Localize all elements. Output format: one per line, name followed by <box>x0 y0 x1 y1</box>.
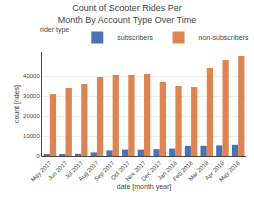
svg-text:Apr 2018: Apr 2018 <box>204 159 226 181</box>
svg-text:0: 0 <box>36 153 40 159</box>
svg-text:Jun 2017: Jun 2017 <box>47 159 69 181</box>
svg-text:10000: 10000 <box>23 133 40 139</box>
svg-text:date [month year]: date [month year] <box>117 183 172 191</box>
svg-text:30000: 30000 <box>23 93 40 99</box>
svg-text:Dec 2017: Dec 2017 <box>140 159 163 182</box>
svg-text:Count of Scooter Rides PerMont: Count of Scooter Rides PerMonth By Accou… <box>58 3 196 25</box>
svg-text:May 2018: May 2018 <box>218 159 241 182</box>
svg-text:40000: 40000 <box>23 73 40 79</box>
svg-text:Aug 2017: Aug 2017 <box>77 159 100 182</box>
svg-text:non-subscribers: non-subscribers <box>199 34 249 41</box>
svg-text:Oct 2017: Oct 2017 <box>110 159 132 181</box>
svg-text:rider type: rider type <box>40 26 69 34</box>
svg-text:subscribers: subscribers <box>117 34 153 41</box>
svg-text:May 2017: May 2017 <box>30 159 53 182</box>
svg-text:Jul 2017: Jul 2017 <box>64 159 85 180</box>
svg-text:Sep 2017: Sep 2017 <box>93 159 116 182</box>
svg-text:Mar 2018: Mar 2018 <box>187 159 210 182</box>
svg-text:count [rides]: count [rides] <box>13 85 21 123</box>
svg-text:Jan 2018: Jan 2018 <box>156 159 178 181</box>
svg-text:20000: 20000 <box>23 113 40 119</box>
svg-text:Nov 2017: Nov 2017 <box>124 159 147 182</box>
svg-text:Feb 2018: Feb 2018 <box>172 159 195 182</box>
